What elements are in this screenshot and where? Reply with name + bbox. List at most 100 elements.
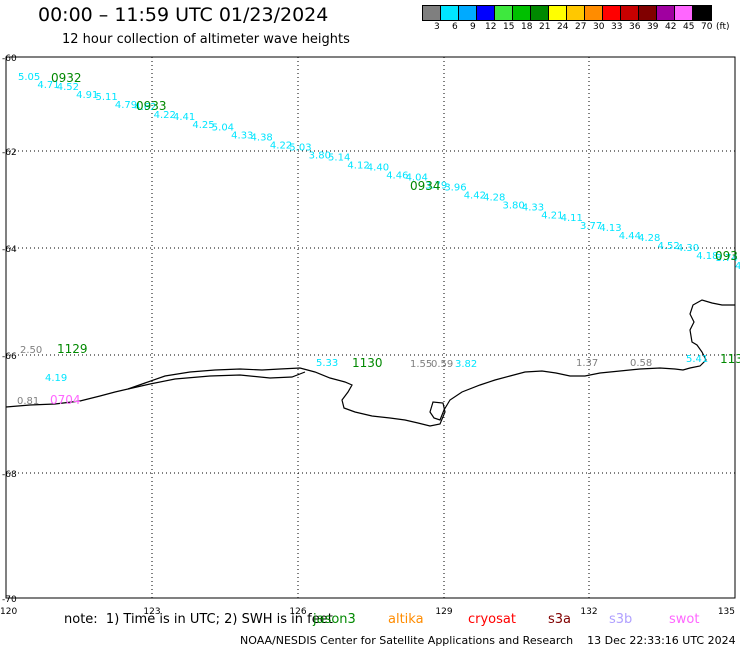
satellite-legend-item: s3b bbox=[609, 612, 633, 627]
swh-label: 4.22 bbox=[270, 140, 292, 151]
footer-note: note: 1) Time is in UTC; 2) SWH is in fe… bbox=[64, 612, 333, 627]
colorbar-swatch bbox=[513, 6, 531, 20]
colorbar-swatch bbox=[639, 6, 657, 20]
swh-label: 3.82 bbox=[455, 359, 477, 370]
colorbar-swatch bbox=[531, 6, 549, 20]
lon-label: 132 bbox=[580, 607, 597, 617]
colorbar-swatch bbox=[657, 6, 675, 20]
wave-height-colorbar bbox=[422, 5, 712, 21]
lat-label: -64 bbox=[2, 245, 17, 255]
lat-label: -70 bbox=[2, 595, 17, 605]
pass-time-label: 1130 bbox=[352, 356, 383, 370]
colorbar-swatch bbox=[477, 6, 495, 20]
swh-label: 4.04 bbox=[406, 173, 428, 184]
swh-label: 4.91 bbox=[76, 90, 98, 101]
lon-label: 120 bbox=[0, 607, 17, 617]
swh-label: 4.12 bbox=[347, 160, 369, 171]
swh-label: 5.04 bbox=[212, 122, 234, 133]
swh-label: 4.42 bbox=[464, 191, 486, 202]
colorbar-swatch bbox=[441, 6, 459, 20]
lon-label: 126 bbox=[289, 607, 306, 617]
colorbar-tick: 12 bbox=[485, 22, 497, 32]
swh-label: 3.77 bbox=[580, 221, 602, 232]
colorbar-swatch bbox=[423, 6, 441, 20]
swh-label: 4.22 bbox=[154, 110, 176, 121]
swh-label: 4.25 bbox=[192, 120, 214, 131]
swh-label: 0.81 bbox=[17, 396, 39, 407]
swh-label: 5.05 bbox=[18, 72, 40, 83]
swh-label: 4.52 bbox=[657, 241, 679, 252]
lon-label: 135 bbox=[718, 607, 735, 617]
swh-label: 2.50 bbox=[20, 345, 42, 356]
coastline-inlet bbox=[127, 371, 306, 390]
colorbar-tick: 70 bbox=[701, 22, 713, 32]
colorbar-unit: (ft) bbox=[716, 22, 730, 32]
swh-label: 4.41 bbox=[173, 112, 195, 123]
colorbar-tick: 30 bbox=[593, 22, 605, 32]
colorbar-tick: 15 bbox=[503, 22, 515, 32]
antarctic-coastline bbox=[5, 299, 735, 427]
lon-label: 123 bbox=[143, 607, 160, 617]
pass-time-label: 0933 bbox=[136, 99, 167, 113]
colorbar-tick: 27 bbox=[575, 22, 587, 32]
colorbar-tick: 18 bbox=[521, 22, 533, 32]
swh-label: 3.80 bbox=[309, 150, 331, 161]
colorbar-swatch bbox=[585, 6, 603, 20]
colorbar-swatch bbox=[459, 6, 477, 20]
swh-label: 4.52 bbox=[57, 82, 79, 93]
lat-label: -60 bbox=[2, 54, 17, 64]
swh-label: 1.37 bbox=[576, 358, 598, 369]
colorbar-swatch bbox=[549, 6, 567, 20]
swh-label: 5.14 bbox=[328, 152, 350, 163]
swh-label: 3.96 bbox=[444, 183, 466, 194]
colorbar-swatch bbox=[567, 6, 585, 20]
colorbar-tick: 3 bbox=[434, 22, 440, 32]
colorbar-swatch bbox=[603, 6, 621, 20]
swh-label: 5.11 bbox=[96, 92, 118, 103]
swh-label: 4.19 bbox=[45, 373, 67, 384]
lat-label: -66 bbox=[2, 352, 17, 362]
colorbar-swatch bbox=[495, 6, 513, 20]
colorbar-tick: 21 bbox=[539, 22, 551, 32]
swh-label: 4.18 bbox=[696, 251, 718, 262]
swh-label: 4.40 bbox=[367, 162, 389, 173]
pass-time-label: 093 bbox=[715, 249, 738, 263]
lat-label: -68 bbox=[2, 470, 17, 480]
satellite-legend-item: swot bbox=[669, 612, 700, 627]
colorbar-swatch bbox=[621, 6, 639, 20]
swh-label: 4.62 bbox=[134, 102, 156, 113]
graticule bbox=[6, 57, 735, 598]
colorbar-tick: 39 bbox=[647, 22, 659, 32]
swh-label: 4.11 bbox=[561, 213, 583, 224]
pass-time-label: 113 bbox=[720, 352, 740, 366]
swh-label: 4.21 bbox=[541, 211, 563, 222]
swh-label: 4.30 bbox=[677, 243, 699, 254]
satellite-legend-item: s3a bbox=[548, 612, 572, 627]
satellite-legend-item: cryosat bbox=[468, 612, 516, 627]
swh-label: 3.79 bbox=[425, 181, 447, 192]
swh-label: 4.46 bbox=[386, 171, 408, 182]
swh-label: 3.74 bbox=[716, 253, 738, 264]
track-labels: 5.054.714.524.915.114.794.624.224.414.25… bbox=[17, 71, 740, 407]
map-title: 00:00 – 11:59 UTC 01/23/2024 bbox=[38, 4, 329, 26]
colorbar-tick: 45 bbox=[683, 22, 695, 32]
swh-label: 5.33 bbox=[316, 358, 338, 369]
map-frame bbox=[5, 56, 736, 599]
swh-label: 4.44 bbox=[619, 231, 641, 242]
colorbar-tick: 36 bbox=[629, 22, 641, 32]
swh-label: 4.28 bbox=[638, 233, 660, 244]
colorbar-tick: 42 bbox=[665, 22, 677, 32]
swh-label: 1.55 bbox=[410, 359, 432, 370]
swh-label: 4.3 bbox=[735, 261, 740, 272]
swh-label: 0.59 bbox=[431, 359, 453, 370]
colorbar-swatch bbox=[693, 6, 711, 20]
lon-label: 129 bbox=[435, 607, 452, 617]
colorbar-tick: 24 bbox=[557, 22, 569, 32]
satellite-legend-item: jason3 bbox=[313, 612, 356, 627]
colorbar-tick: 33 bbox=[611, 22, 623, 32]
pass-time-label: 0704 bbox=[50, 393, 81, 407]
swh-label: 4.28 bbox=[483, 193, 505, 204]
satellite-legend-item: altika bbox=[388, 612, 424, 627]
